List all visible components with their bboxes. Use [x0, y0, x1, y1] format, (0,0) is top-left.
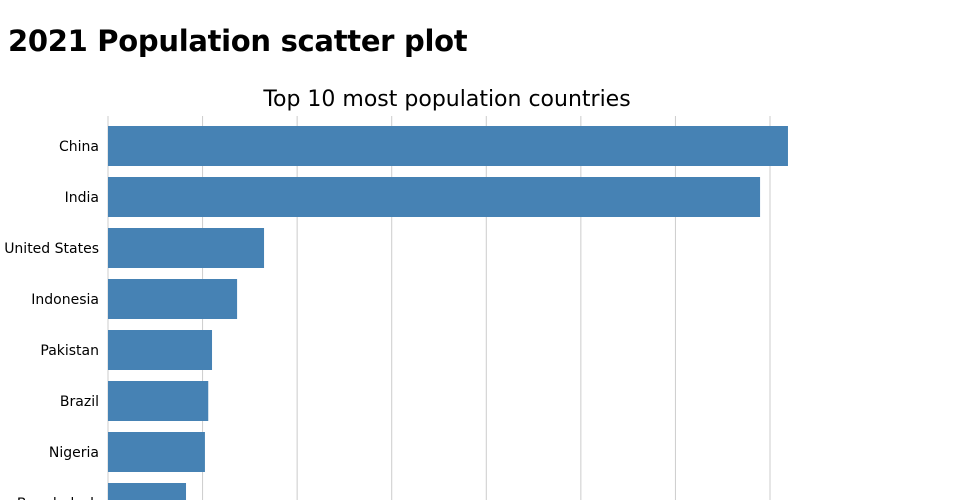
category-label: Nigeria — [49, 445, 99, 461]
bar-brazil — [108, 381, 209, 421]
bar-united-states — [108, 228, 265, 268]
category-label: India — [65, 190, 99, 206]
bar-bangladesh — [108, 483, 187, 500]
category-label: United States — [4, 241, 99, 257]
category-label: China — [59, 139, 99, 155]
bar-pakistan — [108, 330, 213, 370]
bar-india — [108, 177, 761, 217]
page-title: 2021 Population scatter plot — [8, 24, 468, 58]
category-label: Brazil — [60, 394, 99, 410]
bar-indonesia — [108, 279, 238, 319]
chart-title: Top 10 most population countries — [262, 87, 630, 112]
category-label: Bangladesh — [17, 496, 99, 500]
category-label: Pakistan — [40, 343, 99, 359]
bar-nigeria — [108, 432, 205, 472]
category-label: Indonesia — [31, 292, 99, 308]
bar-china — [108, 126, 788, 166]
